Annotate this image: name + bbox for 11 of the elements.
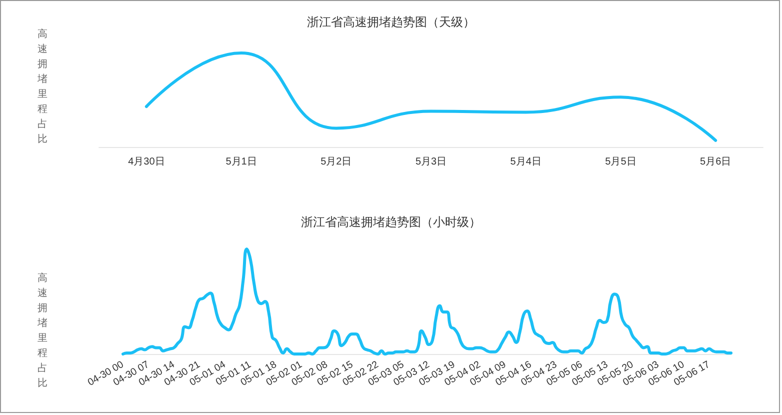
x-tick-label: 5月2日 <box>320 156 352 168</box>
x-tick-label: 5月5日 <box>605 156 636 168</box>
x-tick-label: 5月3日 <box>415 156 447 168</box>
y-axis-title: 高速拥堵里程占比 <box>37 272 48 391</box>
x-tick-label: 5月4日 <box>510 156 542 168</box>
x-tick-label: 5月6日 <box>700 156 732 168</box>
y-axis-title: 高速拥堵里程占比 <box>37 28 48 147</box>
chart-title: 浙江省高速拥堵趋势图（小时级） <box>301 215 481 229</box>
x-tick-label: 4月30日 <box>128 156 165 168</box>
x-tick-label: 5月1日 <box>226 156 257 168</box>
chart-title: 浙江省高速拥堵趋势图（天级） <box>307 15 475 29</box>
